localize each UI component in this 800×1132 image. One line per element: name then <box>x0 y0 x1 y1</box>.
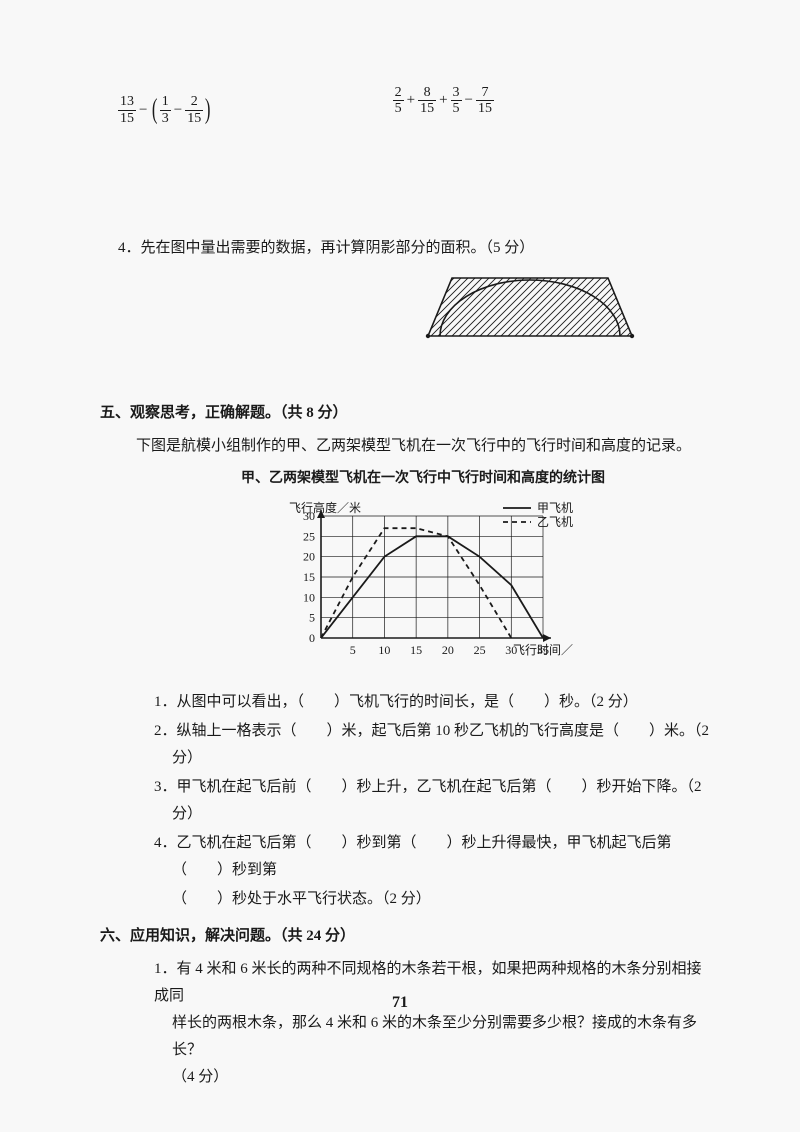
svg-text:15: 15 <box>410 643 422 657</box>
section-6-title: 六、应用知识，解决问题。（共 24 分） <box>100 923 710 950</box>
svg-text:飞行高度／米: 飞行高度／米 <box>289 500 361 515</box>
section-6-body: 1．有 4 米和 6 米长的两种不同规格的木条若干根，如果把两种规格的木条分别相… <box>136 956 710 1091</box>
svg-text:0: 0 <box>309 631 315 645</box>
svg-text:15: 15 <box>303 570 315 584</box>
equation-right: 2 5 + 8 15 + 3 5 − 7 15 <box>393 85 494 135</box>
s5-q3: 3．甲飞机在起飞后前（ ）秒上升，乙飞机在起飞后第（ ）秒开始下降。（2 分） <box>154 774 710 828</box>
svg-text:5: 5 <box>350 643 356 657</box>
chart-title: 甲、乙两架模型飞机在一次飞行中飞行时间和高度的统计图 <box>136 466 710 491</box>
section-5-intro: 下图是航模小组制作的甲、乙两架模型飞机在一次飞行中的飞行时间和高度的记录。 <box>136 433 710 460</box>
fraction: 8 15 <box>418 85 436 117</box>
question-4-text: 4．先在图中量出需要的数据，再计算阴影部分的面积。（5 分） <box>118 235 710 262</box>
svg-text:25: 25 <box>474 643 486 657</box>
section-5-title: 五、观察思考，正确解题。（共 8 分） <box>100 400 710 427</box>
s5-q1: 1．从图中可以看出，（ ）飞机飞行的时间长，是（ ）秒。（2 分） <box>154 689 710 716</box>
fraction: 1 3 <box>160 94 171 126</box>
s6-q1-line3: （4 分） <box>172 1064 710 1091</box>
fraction: 3 5 <box>451 85 462 117</box>
section-5-body: 下图是航模小组制作的甲、乙两架模型飞机在一次飞行中的飞行时间和高度的记录。 甲、… <box>136 433 710 912</box>
fraction: 13 15 <box>118 94 136 126</box>
equation-left: 13 15 −( 1 3 − 2 15 ) <box>118 85 213 135</box>
svg-text:10: 10 <box>303 590 315 604</box>
svg-text:甲飞机: 甲飞机 <box>537 501 573 515</box>
equations-row: 13 15 −( 1 3 − 2 15 ) 2 5 + 8 15 + 3 5 −… <box>118 85 710 135</box>
question-4: 4．先在图中量出需要的数据，再计算阴影部分的面积。（5 分） <box>100 235 710 262</box>
svg-text:5: 5 <box>309 610 315 624</box>
svg-text:飞行时间／秒: 飞行时间／秒 <box>513 643 573 657</box>
svg-text:20: 20 <box>442 643 454 657</box>
exam-page: 13 15 −( 1 3 − 2 15 ) 2 5 + 8 15 + 3 5 −… <box>0 0 800 1131</box>
fraction: 2 5 <box>393 85 404 117</box>
svg-text:10: 10 <box>378 643 390 657</box>
trapezoid-figure <box>420 270 640 350</box>
s6-q1-line2: 样长的两根木条，那么 4 米和 6 米的木条至少分别需要多少根？接成的木条有多长… <box>172 1010 710 1064</box>
s5-q4-line2: （ ）秒处于水平飞行状态。（2 分） <box>172 886 710 913</box>
chart-wrapper: 0510152025305101520253035飞行高度／米飞行时间／秒甲飞机… <box>136 496 710 681</box>
fraction: 7 15 <box>476 85 494 117</box>
svg-text:20: 20 <box>303 549 315 563</box>
svg-text:乙飞机: 乙飞机 <box>537 515 573 529</box>
flight-chart: 0510152025305101520253035飞行高度／米飞行时间／秒甲飞机… <box>273 496 573 681</box>
page-number: 71 <box>0 994 800 1012</box>
s5-q2: 2．纵轴上一格表示（ ）米，起飞后第 10 秒乙飞机的飞行高度是（ ）米。（2 … <box>154 718 710 772</box>
svg-text:25: 25 <box>303 529 315 543</box>
s5-q4-line1: 4．乙飞机在起飞后第（ ）秒到第（ ）秒上升得最快，甲飞机起飞后第（ ）秒到第 <box>154 830 710 884</box>
fraction: 2 15 <box>185 94 203 126</box>
